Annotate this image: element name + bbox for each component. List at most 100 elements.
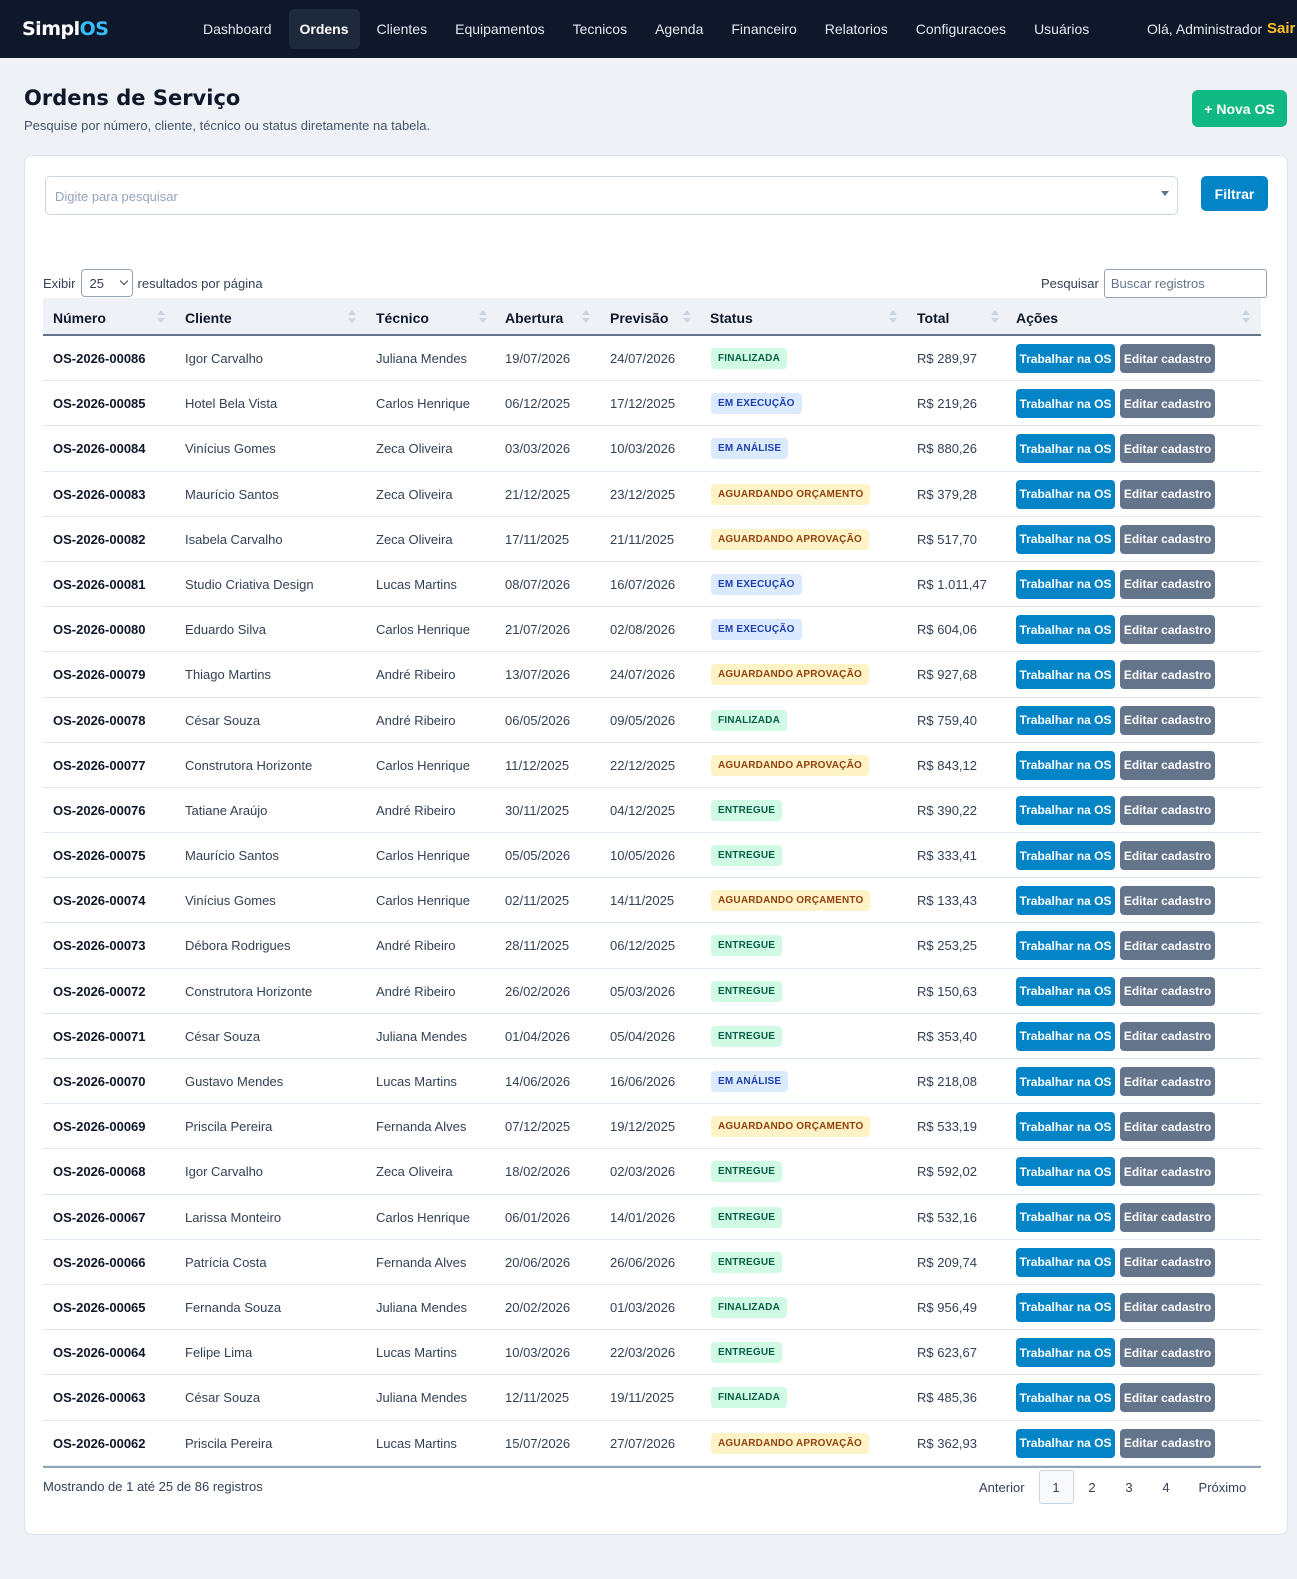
work-on-order-button[interactable]: Trabalhar na OS xyxy=(1016,931,1115,961)
nav-item-financeiro[interactable]: Financeiro xyxy=(731,21,797,37)
edit-order-button[interactable]: Editar cadastro xyxy=(1120,389,1215,419)
work-on-order-button[interactable]: Trabalhar na OS xyxy=(1016,886,1115,916)
sort-icon[interactable] xyxy=(683,310,691,324)
column-header-4[interactable]: Previsão xyxy=(610,310,669,326)
edit-order-button[interactable]: Editar cadastro xyxy=(1120,569,1215,599)
work-on-order-button[interactable]: Trabalhar na OS xyxy=(1016,1202,1115,1232)
work-on-order-button[interactable]: Trabalhar na OS xyxy=(1016,1292,1115,1322)
sort-icon[interactable] xyxy=(1242,310,1250,324)
edit-order-button[interactable]: Editar cadastro xyxy=(1120,1021,1215,1051)
edit-order-button[interactable]: Editar cadastro xyxy=(1120,1292,1215,1322)
status-badge: FINALIZADA xyxy=(711,348,787,369)
pagination-page-4[interactable]: 4 xyxy=(1162,1479,1170,1495)
work-on-order-button[interactable]: Trabalhar na OS xyxy=(1016,1428,1115,1458)
column-header-6[interactable]: Total xyxy=(917,310,950,326)
sort-icon[interactable] xyxy=(889,310,897,324)
cell-abertura: 13/07/2026 xyxy=(505,667,571,683)
work-on-order-button[interactable]: Trabalhar na OS xyxy=(1016,705,1115,735)
cell-abertura: 01/04/2026 xyxy=(505,1028,571,1044)
work-on-order-button[interactable]: Trabalhar na OS xyxy=(1016,1338,1115,1368)
edit-order-button[interactable]: Editar cadastro xyxy=(1120,1202,1215,1232)
column-header-2[interactable]: Técnico xyxy=(376,310,429,326)
brand-logo[interactable]: SimplOS xyxy=(22,18,109,40)
cell-abertura: 06/12/2025 xyxy=(505,396,571,412)
work-on-order-button[interactable]: Trabalhar na OS xyxy=(1016,615,1115,645)
work-on-order-button[interactable]: Trabalhar na OS xyxy=(1016,1157,1115,1187)
edit-order-button[interactable]: Editar cadastro xyxy=(1120,931,1215,961)
pagination-previous[interactable]: Anterior xyxy=(979,1479,1025,1495)
sort-icon[interactable] xyxy=(157,310,165,324)
edit-order-button[interactable]: Editar cadastro xyxy=(1120,434,1215,464)
work-on-order-button[interactable]: Trabalhar na OS xyxy=(1016,389,1115,419)
work-on-order-button[interactable]: Trabalhar na OS xyxy=(1016,750,1115,780)
edit-order-button[interactable]: Editar cadastro xyxy=(1120,660,1215,690)
work-on-order-button[interactable]: Trabalhar na OS xyxy=(1016,1112,1115,1142)
work-on-order-button[interactable]: Trabalhar na OS xyxy=(1016,434,1115,464)
edit-order-button[interactable]: Editar cadastro xyxy=(1120,1428,1215,1458)
table-row: OS-2026-00074 Vinícius Gomes Carlos Henriq… xyxy=(43,878,1261,924)
column-header-1[interactable]: Cliente xyxy=(185,310,232,326)
sort-icon[interactable] xyxy=(582,310,590,324)
edit-order-button[interactable]: Editar cadastro xyxy=(1120,841,1215,871)
edit-order-button[interactable]: Editar cadastro xyxy=(1120,750,1215,780)
table-search-input[interactable]: Buscar registros xyxy=(1103,269,1267,298)
edit-order-button[interactable]: Editar cadastro xyxy=(1120,795,1215,825)
work-on-order-button[interactable]: Trabalhar na OS xyxy=(1016,1247,1115,1277)
nav-item-configuracoes[interactable]: Configuracoes xyxy=(915,21,1007,37)
nav-item-relatorios[interactable]: Relatorios xyxy=(824,21,888,37)
pagination-page-3[interactable]: 3 xyxy=(1125,1479,1133,1495)
pagination-next[interactable]: Próximo xyxy=(1198,1479,1247,1495)
nav-item-agenda[interactable]: Agenda xyxy=(655,21,704,37)
edit-order-button[interactable]: Editar cadastro xyxy=(1120,615,1215,645)
logout-link[interactable]: Sair xyxy=(1267,20,1296,37)
nav-item-equipamentos[interactable]: Equipamentos xyxy=(455,21,545,37)
cell-total: R$ 759,40 xyxy=(917,712,977,728)
table-row: OS-2026-00062 Priscila Pereira Lucas Marti… xyxy=(43,1421,1261,1466)
new-order-button[interactable]: + Nova OS xyxy=(1192,90,1287,127)
column-header-3[interactable]: Abertura xyxy=(505,310,564,326)
column-header-7[interactable]: Ações xyxy=(1016,310,1059,326)
sort-icon[interactable] xyxy=(479,310,487,324)
filter-button[interactable]: Filtrar xyxy=(1201,176,1268,211)
edit-order-button[interactable]: Editar cadastro xyxy=(1120,976,1215,1006)
edit-order-button[interactable]: Editar cadastro xyxy=(1120,344,1215,373)
edit-order-button[interactable]: Editar cadastro xyxy=(1120,1112,1215,1142)
cell-previsao: 19/12/2025 xyxy=(610,1119,676,1135)
sort-icon[interactable] xyxy=(991,310,999,324)
work-on-order-button[interactable]: Trabalhar na OS xyxy=(1016,1067,1115,1096)
page-length-select[interactable]: 25 xyxy=(80,269,133,297)
work-on-order-button[interactable]: Trabalhar na OS xyxy=(1016,1021,1115,1051)
edit-order-button[interactable]: Editar cadastro xyxy=(1120,1338,1215,1368)
sort-icon[interactable] xyxy=(348,310,356,324)
edit-order-button[interactable]: Editar cadastro xyxy=(1120,1067,1215,1096)
work-on-order-button[interactable]: Trabalhar na OS xyxy=(1016,795,1115,825)
edit-order-button[interactable]: Editar cadastro xyxy=(1120,1157,1215,1187)
cell-abertura: 17/11/2025 xyxy=(505,531,570,547)
edit-order-button[interactable]: Editar cadastro xyxy=(1120,705,1215,735)
nav-item-ordens[interactable]: Ordens xyxy=(288,9,360,49)
table-row: OS-2026-00072 Construtora Horizonte André … xyxy=(43,969,1261,1014)
work-on-order-button[interactable]: Trabalhar na OS xyxy=(1016,1383,1115,1413)
nav-item-tecnicos[interactable]: Tecnicos xyxy=(572,21,628,37)
work-on-order-button[interactable]: Trabalhar na OS xyxy=(1016,344,1115,373)
pagination-page-2[interactable]: 2 xyxy=(1088,1479,1096,1495)
edit-order-button[interactable]: Editar cadastro xyxy=(1120,479,1215,509)
edit-order-button[interactable]: Editar cadastro xyxy=(1120,524,1215,554)
work-on-order-button[interactable]: Trabalhar na OS xyxy=(1016,524,1115,554)
pagination-page-1[interactable]: 1 xyxy=(1038,1470,1074,1504)
column-header-0[interactable]: Número xyxy=(53,310,106,326)
search-select[interactable]: Digite para pesquisar xyxy=(45,176,1178,215)
column-header-5[interactable]: Status xyxy=(710,310,753,326)
edit-order-button[interactable]: Editar cadastro xyxy=(1120,1247,1215,1277)
nav-item-clientes[interactable]: Clientes xyxy=(376,21,428,37)
work-on-order-button[interactable]: Trabalhar na OS xyxy=(1016,569,1115,599)
work-on-order-button[interactable]: Trabalhar na OS xyxy=(1016,479,1115,509)
edit-order-button[interactable]: Editar cadastro xyxy=(1120,886,1215,916)
cell-cliente: César Souza xyxy=(185,712,261,728)
nav-item-dashboard[interactable]: Dashboard xyxy=(203,21,272,37)
work-on-order-button[interactable]: Trabalhar na OS xyxy=(1016,660,1115,690)
nav-item-usuários[interactable]: Usuários xyxy=(1034,21,1090,37)
work-on-order-button[interactable]: Trabalhar na OS xyxy=(1016,841,1115,871)
edit-order-button[interactable]: Editar cadastro xyxy=(1120,1383,1215,1413)
work-on-order-button[interactable]: Trabalhar na OS xyxy=(1016,976,1115,1006)
